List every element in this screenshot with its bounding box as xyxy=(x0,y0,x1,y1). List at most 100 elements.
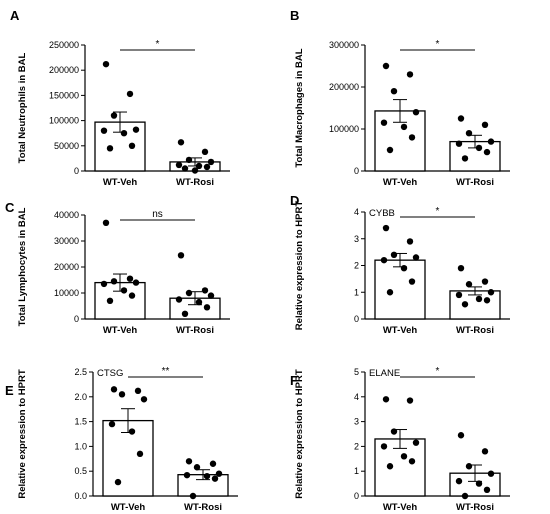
y-tick-label: 20000 xyxy=(54,262,79,272)
y-tick-label: 150000 xyxy=(49,90,79,100)
y-tick-label: 100000 xyxy=(49,116,79,126)
data-point xyxy=(455,477,463,485)
y-tick-label: 0 xyxy=(354,491,359,501)
data-point xyxy=(475,144,483,152)
bar-wt-veh xyxy=(102,419,154,497)
data-point xyxy=(106,297,114,304)
y-tick-label: 200000 xyxy=(49,65,79,75)
data-point xyxy=(201,148,209,156)
data-point xyxy=(400,264,408,272)
gene-label: ELANE xyxy=(369,368,400,379)
x-tick-label: WT-Rosi xyxy=(456,177,494,188)
data-point xyxy=(185,458,193,465)
data-point xyxy=(203,304,211,311)
panel-e: E 0.0 0.5 1.0 1.5 2.0 2.5 Relative expression t… xyxy=(5,366,238,513)
data-point xyxy=(455,291,463,299)
y-tick-label: 2.0 xyxy=(74,392,87,402)
data-point xyxy=(487,138,495,145)
y-tick-label: 0 xyxy=(354,314,359,324)
y-axis-label: Total Lymphocytes in BAL xyxy=(17,207,28,326)
data-point xyxy=(457,432,465,439)
panel-letter: A xyxy=(10,8,20,23)
y-tick-label: 1.5 xyxy=(74,417,87,427)
data-point xyxy=(110,112,118,119)
data-point xyxy=(461,301,469,308)
panel-f: F 0 1 2 3 4 5 Relative expression to HPRT ELANE W… xyxy=(290,366,510,513)
data-point xyxy=(120,287,128,294)
data-point xyxy=(481,121,489,128)
data-point xyxy=(386,146,394,154)
y-tick-label: 0.0 xyxy=(74,491,87,501)
data-point xyxy=(118,391,126,398)
data-point xyxy=(128,428,136,435)
data-point xyxy=(412,109,420,116)
x-tick-label: WT-Rosi xyxy=(176,177,214,188)
y-tick-label: 1.0 xyxy=(74,441,87,451)
x-tick-label: WT-Veh xyxy=(383,177,418,188)
y-tick-label: 300000 xyxy=(329,40,359,50)
y-axis-label: Relative expression to HPRT xyxy=(294,201,305,331)
significance-label: * xyxy=(436,206,440,217)
data-point xyxy=(175,161,183,169)
data-point xyxy=(390,88,398,95)
y-tick-label: 100000 xyxy=(329,124,359,134)
y-tick-label: 4 xyxy=(354,207,359,217)
panel-d: D 0 1 2 3 4 Relative expression to HPRT CYBB WT-… xyxy=(290,193,510,336)
data-point xyxy=(134,387,142,395)
y-tick-label: 250000 xyxy=(49,40,79,50)
data-point xyxy=(483,297,491,304)
y-tick-label: 3 xyxy=(354,234,359,244)
data-point xyxy=(382,62,390,70)
data-point xyxy=(126,275,134,282)
x-tick-label: WT-Veh xyxy=(111,502,146,513)
data-point xyxy=(203,163,211,171)
data-point xyxy=(380,119,388,126)
data-point xyxy=(465,463,473,470)
x-tick-label: WT-Veh xyxy=(383,325,418,336)
data-point xyxy=(189,492,197,500)
data-point xyxy=(183,471,191,479)
data-point xyxy=(380,256,388,264)
gene-label: CTSG xyxy=(97,368,123,379)
data-point xyxy=(211,475,219,482)
y-tick-label: 2 xyxy=(354,441,359,451)
y-tick-label: 4 xyxy=(354,392,359,402)
significance-label: ** xyxy=(162,366,170,377)
data-point xyxy=(100,127,108,134)
data-point xyxy=(483,486,491,493)
y-tick-label: 200000 xyxy=(329,82,359,92)
data-point xyxy=(128,292,136,299)
y-tick-label: 2 xyxy=(354,261,359,271)
y-tick-label: 1 xyxy=(354,287,359,297)
y-axis-label: Relative expression to HPRT xyxy=(294,369,305,499)
data-point xyxy=(390,251,398,258)
panel-a: A 0 50000 100000 150000 200000 250000 Total Neu… xyxy=(10,8,230,188)
data-point xyxy=(481,448,489,455)
data-point xyxy=(475,295,483,303)
data-point xyxy=(177,252,185,259)
y-axis-label: Total Neutrophils in BAL xyxy=(17,52,28,163)
data-point xyxy=(128,142,136,149)
data-point xyxy=(408,134,416,141)
y-tick-label: 0 xyxy=(74,314,79,324)
data-point xyxy=(100,280,108,288)
data-point xyxy=(408,278,416,285)
panel-letter: E xyxy=(5,383,14,398)
data-point xyxy=(108,420,116,428)
data-point xyxy=(412,254,420,261)
data-point xyxy=(102,60,110,68)
data-point xyxy=(203,472,211,480)
y-tick-label: 2.5 xyxy=(74,367,87,377)
y-axis-label: Relative expression to HPRT xyxy=(17,369,28,499)
data-point xyxy=(382,224,390,232)
x-tick-label: WT-Veh xyxy=(383,502,418,513)
x-tick-label: WT-Rosi xyxy=(456,325,494,336)
x-tick-label: WT-Veh xyxy=(103,325,138,336)
data-point xyxy=(195,298,203,306)
data-point xyxy=(120,130,128,137)
y-tick-label: 50000 xyxy=(54,141,79,151)
data-point xyxy=(400,453,408,460)
data-point xyxy=(191,167,199,174)
data-point xyxy=(185,156,193,164)
data-point xyxy=(400,123,408,131)
